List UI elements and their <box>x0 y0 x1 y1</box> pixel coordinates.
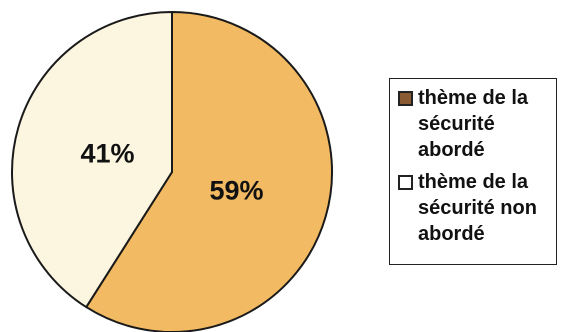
legend-label-abordé: thème de la sécurité abordé <box>418 87 529 161</box>
slice-label-non-abordé: 41% <box>80 138 134 168</box>
slice-label-abordé: 59% <box>210 176 264 206</box>
legend-item-non-abordé: thème de la sécurité non abordé <box>398 169 550 247</box>
legend: thème de la sécurité abordé thème de la … <box>389 78 557 265</box>
legend-swatch-non-abordé <box>398 175 413 190</box>
pie-labels: 59% 41% <box>80 138 263 205</box>
pie-slice-non-abordé <box>11 11 173 309</box>
legend-label-non-abordé: thème de la sécurité non abordé <box>418 171 537 245</box>
pie-slices <box>11 11 333 332</box>
legend-item-abordé: thème de la sécurité abordé <box>398 85 550 163</box>
legend-swatch-abordé <box>398 91 413 106</box>
